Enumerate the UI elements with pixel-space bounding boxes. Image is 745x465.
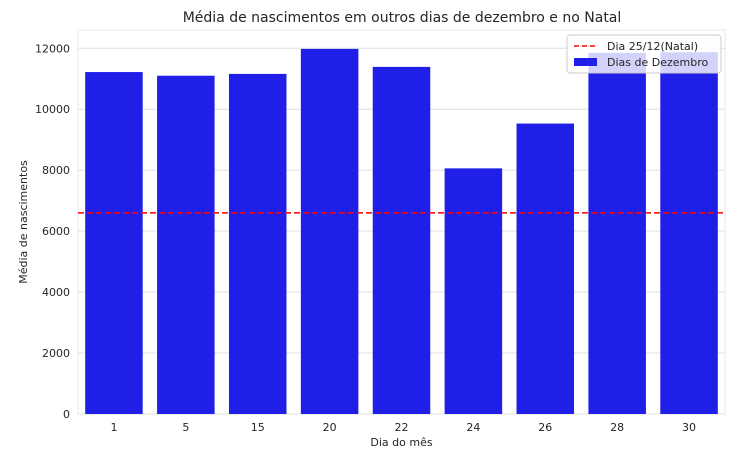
chart-title: Média de nascimentos em outros dias de d…	[183, 10, 622, 26]
x-tick-label: 20	[323, 421, 337, 434]
bar-5	[157, 75, 215, 414]
x-tick-labels: 1 5 15 20 22 24 26 28 30	[110, 421, 696, 434]
y-tick-label: 6000	[42, 225, 70, 238]
bar-22	[372, 66, 431, 414]
y-tick-label: 8000	[42, 164, 70, 177]
legend-box	[566, 34, 722, 74]
legend-label-reference: Dia 25/12(Natal)	[607, 40, 698, 53]
legend-swatch-bars	[574, 58, 597, 66]
y-axis-label: Média de nascimentos	[17, 160, 30, 284]
bar-30	[660, 52, 718, 414]
x-tick-label: 24	[466, 421, 480, 434]
y-tick-label: 10000	[35, 103, 70, 116]
x-axis-label: Dia do mês	[370, 436, 432, 449]
y-tick-label: 2000	[42, 347, 70, 360]
legend-label-bars: Dias de Dezembro	[607, 56, 708, 69]
bar-15	[228, 73, 287, 414]
bars	[85, 48, 718, 415]
legend: Dia 25/12(Natal) Dias de Dezembro	[566, 34, 722, 74]
y-tick-label: 4000	[42, 286, 70, 299]
x-tick-label: 30	[682, 421, 696, 434]
bar-24	[444, 168, 503, 414]
x-tick-label: 15	[251, 421, 265, 434]
bar-26	[516, 123, 575, 415]
y-tick-label: 12000	[35, 42, 70, 55]
bar-1	[85, 72, 143, 415]
x-tick-label: 1	[110, 421, 117, 434]
y-tick-label: 0	[63, 408, 70, 421]
x-tick-label: 5	[182, 421, 189, 434]
bar-28	[588, 52, 646, 414]
y-tick-labels: 0 2000 4000 6000 8000 10000 12000	[35, 42, 70, 421]
x-tick-label: 28	[610, 421, 624, 434]
x-tick-label: 26	[538, 421, 552, 434]
bar-20	[300, 48, 359, 415]
x-tick-label: 22	[395, 421, 409, 434]
